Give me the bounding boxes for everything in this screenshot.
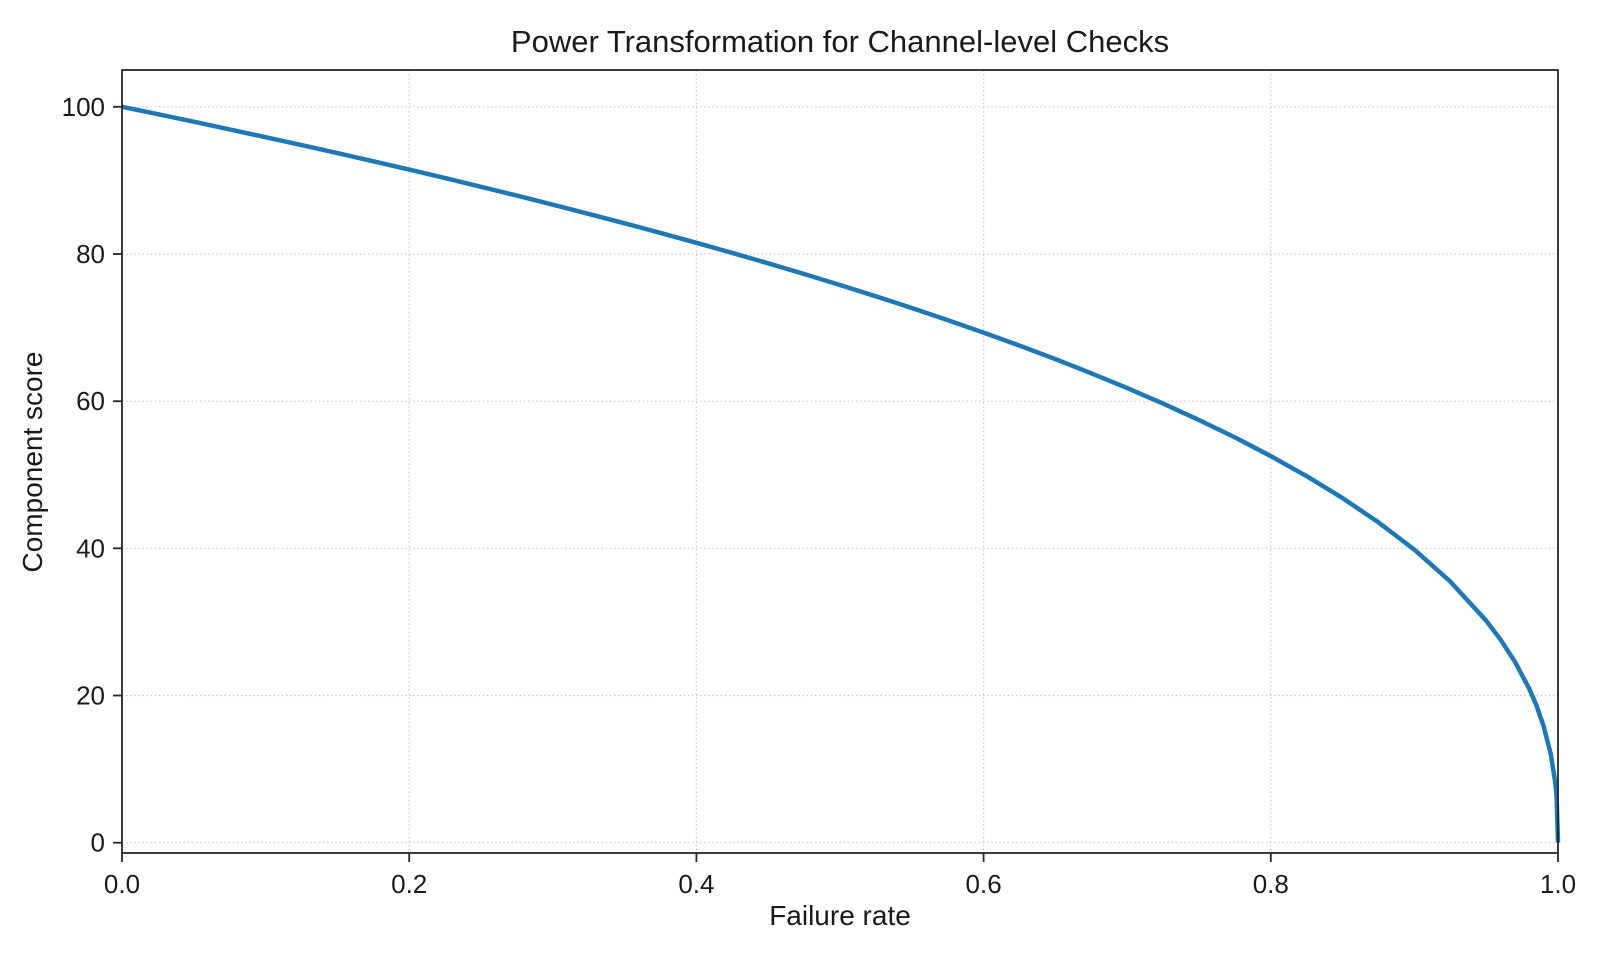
y-tick-label: 0 xyxy=(91,828,105,858)
y-tick-label: 40 xyxy=(76,533,105,563)
y-tick-label: 100 xyxy=(62,92,105,122)
x-tick-label: 1.0 xyxy=(1540,869,1576,899)
tick-labels: 0.0 0.2 0.4 0.6 0.8 1.0 0 20 40 60 80 100 xyxy=(62,92,1576,899)
y-axis-label: Component score xyxy=(17,351,48,572)
x-tick-label: 0.6 xyxy=(966,869,1002,899)
y-tick-label: 60 xyxy=(76,386,105,416)
x-axis-label: Failure rate xyxy=(769,900,911,931)
x-tick-label: 0.2 xyxy=(391,869,427,899)
y-tick-label: 80 xyxy=(76,239,105,269)
curve-line xyxy=(121,104,1561,843)
axis-ticks xyxy=(113,105,1559,862)
chart-title: Power Transformation for Channel-level C… xyxy=(511,24,1169,59)
plot-border xyxy=(121,69,1559,854)
x-tick-label: 0.8 xyxy=(1253,869,1289,899)
gridlines xyxy=(121,70,1559,853)
x-tick-label: 0.0 xyxy=(104,869,140,899)
y-tick-label: 20 xyxy=(76,681,105,711)
x-tick-label: 0.4 xyxy=(678,869,714,899)
